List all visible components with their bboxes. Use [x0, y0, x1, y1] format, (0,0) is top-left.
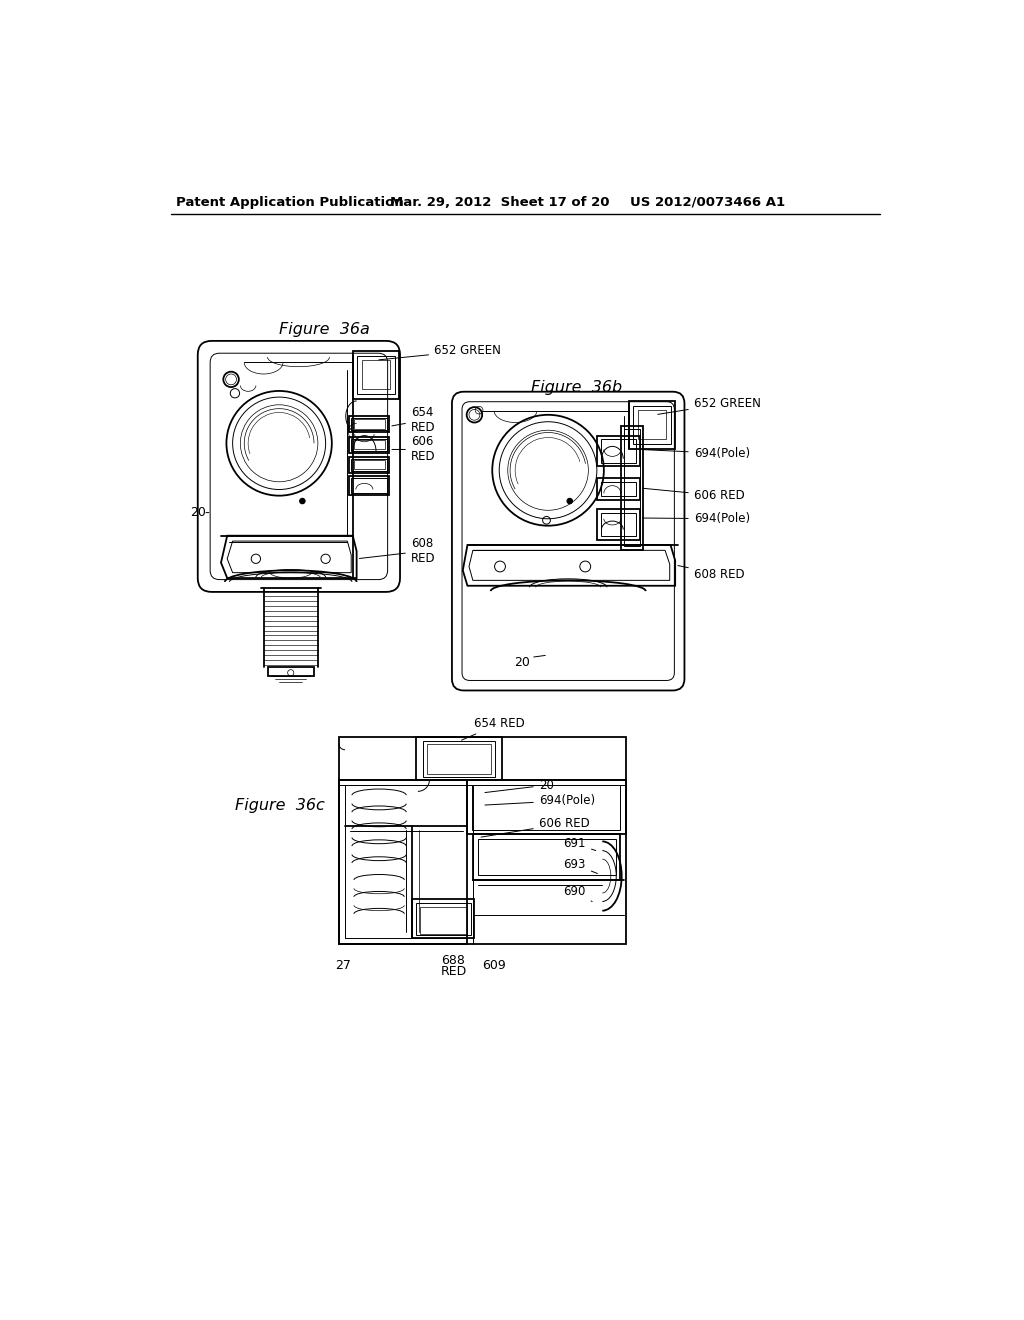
- Text: 20: 20: [485, 779, 554, 792]
- Bar: [420, 907, 467, 933]
- Bar: [353, 461, 385, 470]
- Text: Figure  36b: Figure 36b: [531, 380, 623, 396]
- Bar: [597, 478, 640, 499]
- Bar: [267, 667, 314, 676]
- Bar: [621, 426, 643, 549]
- Bar: [353, 420, 385, 429]
- Text: 694(Pole): 694(Pole): [642, 512, 750, 525]
- Text: 652 GREEN: 652 GREEN: [379, 345, 501, 360]
- Text: 652 GREEN: 652 GREEN: [657, 397, 761, 414]
- Text: 688: 688: [441, 954, 466, 968]
- Text: 608
RED: 608 RED: [359, 537, 435, 565]
- Bar: [362, 360, 390, 389]
- Text: 691: 691: [563, 837, 596, 850]
- Text: 606 RED: 606 RED: [481, 817, 590, 837]
- Text: 608 RED: 608 RED: [678, 565, 744, 581]
- Bar: [467, 780, 626, 834]
- Text: 27: 27: [335, 958, 351, 972]
- Circle shape: [300, 499, 305, 504]
- Text: 690: 690: [563, 884, 592, 902]
- Bar: [624, 429, 640, 546]
- Text: 20: 20: [514, 656, 529, 669]
- Bar: [597, 508, 640, 540]
- Bar: [629, 401, 675, 449]
- Bar: [601, 512, 636, 536]
- Bar: [349, 457, 389, 473]
- Bar: [413, 899, 474, 937]
- Bar: [423, 741, 496, 776]
- Text: RED: RED: [440, 965, 467, 978]
- Bar: [351, 459, 387, 471]
- Text: Mar. 29, 2012  Sheet 17 of 20: Mar. 29, 2012 Sheet 17 of 20: [390, 195, 609, 209]
- Text: 606
RED: 606 RED: [392, 436, 435, 463]
- Bar: [472, 785, 621, 830]
- Bar: [638, 411, 666, 440]
- Text: 20: 20: [190, 506, 206, 519]
- Bar: [353, 441, 385, 449]
- Bar: [351, 438, 387, 451]
- Text: 694(Pole): 694(Pole): [642, 446, 750, 459]
- Bar: [427, 743, 490, 774]
- Text: 609: 609: [482, 958, 506, 972]
- Text: 654 RED: 654 RED: [462, 717, 525, 741]
- Bar: [601, 482, 636, 496]
- Bar: [417, 738, 502, 780]
- Bar: [473, 834, 621, 880]
- Text: Figure  36a: Figure 36a: [280, 322, 370, 337]
- Text: 606 RED: 606 RED: [642, 488, 744, 502]
- Bar: [597, 436, 640, 466]
- Bar: [351, 478, 387, 492]
- Bar: [357, 355, 394, 395]
- Bar: [349, 416, 389, 432]
- Bar: [349, 437, 389, 453]
- Text: US 2012/0073466 A1: US 2012/0073466 A1: [630, 195, 785, 209]
- Bar: [633, 405, 671, 444]
- Text: Figure  36c: Figure 36c: [234, 797, 325, 813]
- Bar: [601, 440, 636, 462]
- Bar: [339, 738, 626, 944]
- Circle shape: [567, 499, 572, 504]
- Bar: [351, 418, 387, 430]
- Bar: [417, 903, 471, 936]
- Text: 693: 693: [563, 858, 597, 874]
- Bar: [352, 351, 399, 399]
- Bar: [349, 475, 389, 495]
- Bar: [477, 840, 616, 875]
- Text: 654
RED: 654 RED: [392, 407, 435, 434]
- Text: Patent Application Publication: Patent Application Publication: [176, 195, 403, 209]
- Text: 694(Pole): 694(Pole): [485, 795, 595, 807]
